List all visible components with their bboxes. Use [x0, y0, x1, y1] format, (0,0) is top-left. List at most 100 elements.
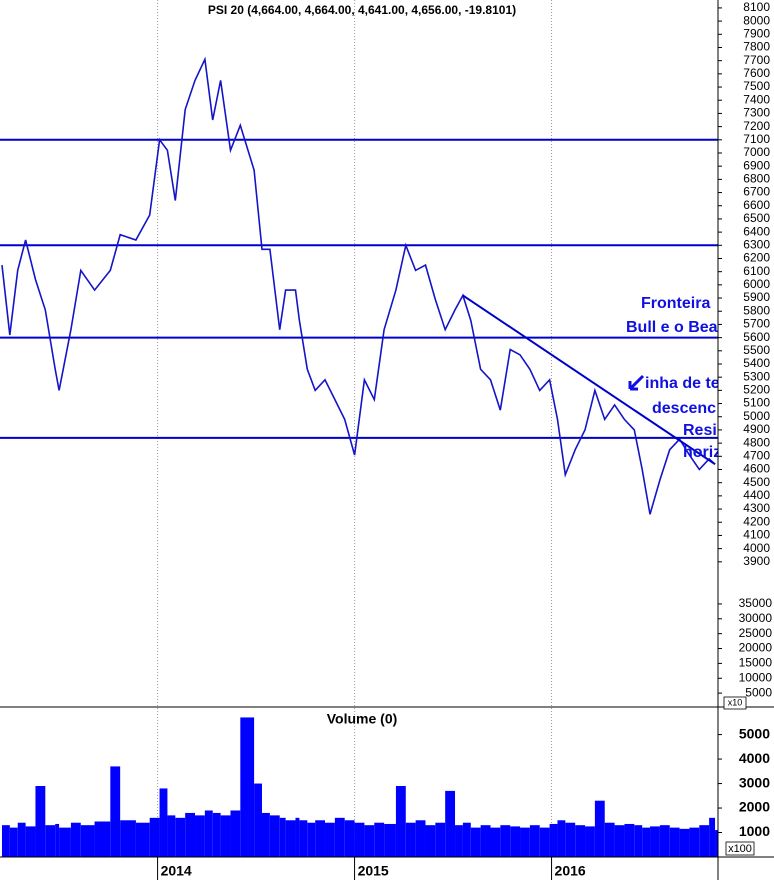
volume-bar	[1, 825, 10, 857]
x-tick-label: 2016	[555, 863, 586, 879]
volume-unit-label: x100	[728, 843, 752, 855]
volume-bar	[212, 812, 221, 857]
volume-bar	[299, 820, 308, 857]
volume-bar	[185, 812, 196, 857]
y-tick-label: 6800	[743, 172, 770, 186]
price-line	[1, 56, 716, 515]
price-grid	[157, 0, 553, 706]
volume-bar	[395, 786, 406, 857]
y-tick-label: 6900	[743, 158, 770, 172]
volume-bar	[295, 817, 300, 857]
volume-bar	[490, 827, 501, 857]
volume-bar	[510, 826, 521, 857]
y-tick-label: 6200	[743, 251, 770, 265]
annotation: Fronteira	[641, 295, 710, 312]
unit-box	[725, 841, 755, 856]
volume-bar	[594, 800, 605, 857]
volume-bar	[195, 815, 205, 857]
y-tick-label: 5800	[743, 303, 770, 317]
volume-bar	[135, 822, 150, 857]
volume-pane	[1, 708, 718, 857]
volume-bar	[17, 822, 26, 857]
volume-bar	[175, 817, 186, 857]
volume-bar	[585, 826, 595, 857]
y-tick-label: 4700	[743, 448, 770, 462]
volume-bar	[344, 820, 355, 857]
y-tick-label: 1000	[739, 823, 770, 839]
volume-bar	[520, 827, 530, 857]
y-tick-label: 7300	[743, 106, 770, 120]
y-tick-label: 7000	[743, 145, 770, 159]
annotations: Fronteira Bull e o Bea inha de te descenc Re…	[626, 295, 721, 461]
volume-bar	[279, 817, 286, 857]
y2-unit-label: x10	[728, 697, 743, 707]
y-tick-label: 5000	[739, 725, 770, 741]
y-tick-label: 4200	[743, 514, 770, 528]
unit-box	[723, 696, 747, 710]
y2-tick-label: 15000	[739, 656, 773, 670]
y-tick-label: 6300	[743, 237, 770, 251]
volume-bar	[325, 822, 335, 857]
annotation: horiz	[683, 444, 721, 461]
volume-bar	[529, 825, 540, 857]
volume-bar	[669, 827, 680, 857]
y-tick-label: 5000	[743, 409, 770, 423]
volume-bar	[480, 825, 491, 857]
volume-bar	[204, 810, 213, 857]
volume-bar	[307, 822, 316, 857]
y-tick-label: 5400	[743, 356, 770, 370]
volume-bar	[462, 822, 471, 857]
y-tick-label: 5200	[743, 383, 770, 397]
x-tick-label: 2014	[161, 863, 192, 879]
volume-bar	[35, 786, 46, 857]
volume-bar	[159, 788, 168, 857]
volume-bar	[539, 827, 550, 857]
y2-tick-label: 10000	[739, 670, 773, 684]
volume-bar	[315, 820, 326, 857]
y-tick-label: 6500	[743, 211, 770, 225]
y-tick-label: 7500	[743, 79, 770, 93]
y-tick-label: 4600	[743, 462, 770, 476]
volume-bar	[9, 827, 18, 857]
volume-bar	[25, 826, 36, 857]
volume-bar	[715, 830, 718, 857]
y2-tick-label: 35000	[739, 596, 773, 610]
y-tick-label: 4800	[743, 435, 770, 449]
volume-bar	[240, 717, 255, 857]
chart-title: PSI 20 (4,664.00, 4,664.00, 4,641.00, 4,…	[208, 3, 516, 17]
x-tick-label: 2015	[358, 863, 389, 879]
volume-bar	[364, 825, 375, 857]
y-tick-label: 6000	[743, 277, 770, 291]
annotation: Resi	[683, 422, 717, 439]
y-tick-label: 5500	[743, 343, 770, 357]
volume-bar	[149, 817, 160, 857]
volume-title: Volume (0)	[327, 711, 398, 727]
volume-bar	[374, 822, 385, 857]
y-tick-label: 4000	[739, 750, 770, 766]
volume-bar	[614, 825, 625, 857]
volume-bar	[220, 815, 231, 857]
volume-bar	[285, 820, 296, 857]
y-tick-label: 8000	[743, 13, 770, 27]
y2-tick-label: 25000	[739, 626, 773, 640]
y-tick-label: 5600	[743, 330, 770, 344]
volume-bar	[679, 828, 690, 857]
volume-bar	[45, 825, 56, 857]
volume-bar	[425, 825, 436, 857]
y-tick-label: 6400	[743, 224, 770, 238]
y-tick-label: 7200	[743, 119, 770, 133]
volume-bar	[650, 826, 660, 857]
y-tick-label: 7600	[743, 66, 770, 80]
y-tick-label: 3900	[743, 554, 770, 568]
volume-bar	[557, 820, 566, 857]
volume-bar	[435, 822, 446, 857]
volume-bar	[500, 825, 511, 857]
y2-tick-label: 20000	[739, 641, 773, 655]
trend-line	[462, 294, 716, 466]
volume-bar	[455, 825, 463, 857]
volume-bar	[59, 827, 71, 857]
annotation: inha de te	[645, 375, 720, 392]
volume-bar	[70, 822, 81, 857]
